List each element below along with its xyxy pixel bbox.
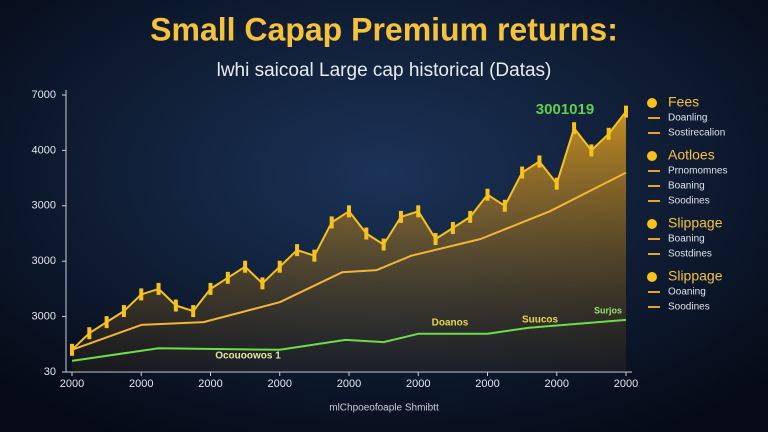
candle (173, 299, 178, 312)
candle (537, 155, 542, 168)
candle (139, 288, 144, 301)
candle (121, 305, 126, 318)
annotation: Surjos (594, 305, 622, 315)
legend-title: Fees (668, 94, 699, 110)
legend-item: Sostdines (668, 249, 712, 260)
chart-title: Small Capap Premium returns: (150, 11, 618, 47)
x-tick-label: 2000 (406, 378, 430, 390)
x-tick-label: 2000 (545, 378, 569, 390)
x-tick-label: 2000 (614, 378, 638, 390)
x-tick-label: 2000 (268, 378, 292, 390)
candle (208, 282, 213, 295)
x-tick-label: 2000 (129, 378, 153, 390)
chart-subtitle: lwhi saicoal Large cap historical (Datas… (217, 60, 552, 81)
legend-title: Slippage (668, 215, 723, 231)
y-tick-label: 7000 (32, 89, 56, 101)
candle (502, 199, 507, 212)
candle (589, 144, 594, 157)
candle (624, 105, 628, 118)
legend-dot (647, 151, 657, 161)
legend-item: Ooaning (668, 287, 706, 298)
legend-dot (647, 272, 657, 282)
candle (260, 277, 265, 290)
annotation: Suucos (522, 315, 559, 326)
candle (225, 271, 230, 284)
candle (381, 238, 386, 251)
y-tick-label: 3000 (32, 311, 56, 323)
legend-item: Sostirecalion (668, 128, 725, 139)
y-tick-label: 3000 (32, 200, 56, 212)
legend-item: Boaning (668, 234, 705, 245)
candle (329, 216, 334, 229)
y-tick-label: 4000 (32, 144, 56, 156)
candle (433, 233, 438, 246)
x-tick-label: 2000 (337, 378, 361, 390)
candle (468, 210, 473, 223)
legend-item: Soodines (668, 302, 710, 313)
annotation: 3001019 (536, 101, 594, 118)
annotation: Doanos (432, 318, 469, 329)
x-tick-label: 2000 (475, 378, 499, 390)
y-tick-label: 30 (44, 366, 56, 378)
candle (572, 122, 577, 135)
candle (104, 316, 109, 329)
candle (398, 210, 403, 223)
legend-item: Boaning (668, 181, 705, 192)
candle (364, 227, 369, 240)
candle (606, 127, 611, 140)
candle (485, 188, 490, 201)
x-tick-label: 2000 (198, 378, 222, 390)
legend-item: Prnomomnes (668, 166, 727, 177)
candle (277, 260, 282, 273)
annotation: Ocouoowos 1 (215, 351, 281, 362)
candle (243, 260, 248, 273)
candle (554, 177, 559, 190)
y-tick-label: 3000 (32, 255, 56, 267)
candle (416, 205, 421, 218)
line (71, 171, 627, 351)
candle (87, 327, 92, 340)
legend-dot (647, 219, 657, 229)
candle (70, 343, 74, 356)
x-tick-label: 2000 (60, 378, 84, 390)
candle (520, 166, 525, 179)
legend-dot (647, 98, 657, 108)
caption: mlChpoeofoaple Shmibtt (329, 403, 439, 414)
candle (191, 305, 196, 318)
legend-title: Slippage (668, 268, 723, 284)
legend-item: Doanling (668, 113, 707, 124)
candle (312, 249, 317, 262)
legend-item: Soodines (668, 196, 710, 207)
candle (347, 205, 351, 218)
candle (450, 221, 455, 234)
line (71, 318, 627, 362)
candle (295, 244, 300, 257)
candle (156, 282, 161, 295)
legend-title: Aotloes (668, 147, 715, 163)
area (72, 111, 626, 372)
